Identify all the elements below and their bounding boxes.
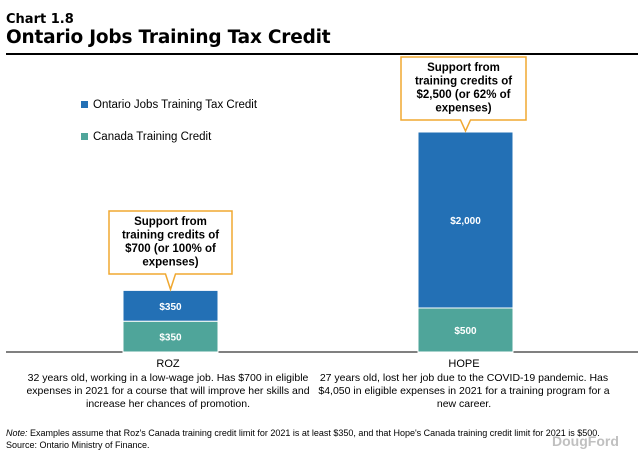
chart-number: Chart 1.8	[6, 12, 74, 27]
hope-bar-ontario	[417, 131, 514, 309]
hope-description: HOPE 27 years old, lost her job due to t…	[314, 358, 614, 411]
legend-swatch-ontario	[81, 101, 88, 108]
legend-label-canada: Canada Training Credit	[93, 131, 212, 143]
hope-value-label-ontario: $2,000	[450, 216, 481, 227]
roz-callout-line: expenses)	[142, 257, 198, 269]
hope-bar-canada	[417, 307, 514, 353]
roz-bar-canada	[122, 320, 219, 353]
watermark-logo: DougFord	[552, 433, 619, 449]
roz-description-text: 32 years old, working in a low-wage job.…	[26, 372, 310, 410]
hope-callout-box	[400, 56, 527, 133]
chart-title: Ontario Jobs Training Tax Credit	[6, 27, 331, 48]
hope-callout-line: expenses)	[435, 103, 491, 115]
hope-value-label-canada: $500	[454, 326, 477, 337]
hope-callout-line: $2,500 (or 62% of	[417, 89, 511, 101]
hope-callout-line: training credits of	[415, 76, 512, 88]
note-text: Examples assume that Roz's Canada traini…	[30, 428, 600, 438]
legend-label-ontario: Ontario Jobs Training Tax Credit	[93, 99, 258, 111]
hope-description-text: 27 years old, lost her job due to the CO…	[318, 372, 610, 410]
roz-bar-ontario	[122, 289, 219, 322]
title-rule	[6, 53, 638, 55]
source: Source: Ontario Ministry of Finance.	[6, 440, 150, 450]
note-label: Note:	[6, 428, 28, 438]
roz-callout-box	[108, 210, 233, 292]
roz-value-label-canada: $350	[159, 333, 182, 344]
roz-description: ROZ 32 years old, working in a low-wage …	[18, 358, 318, 411]
legend-swatch-canada	[81, 133, 88, 140]
roz-callout-line: Support from	[134, 216, 207, 228]
roz-value-label-ontario: $350	[159, 302, 182, 313]
note: Note: Examples assume that Roz's Canada …	[6, 428, 606, 439]
hope-callout-line: Support from	[427, 62, 500, 74]
hope-category-label: HOPE	[448, 358, 480, 370]
roz-callout-line: $700 (or 100% of	[125, 243, 216, 255]
roz-category-label: ROZ	[156, 358, 180, 370]
roz-callout-line: training credits of	[122, 230, 219, 242]
